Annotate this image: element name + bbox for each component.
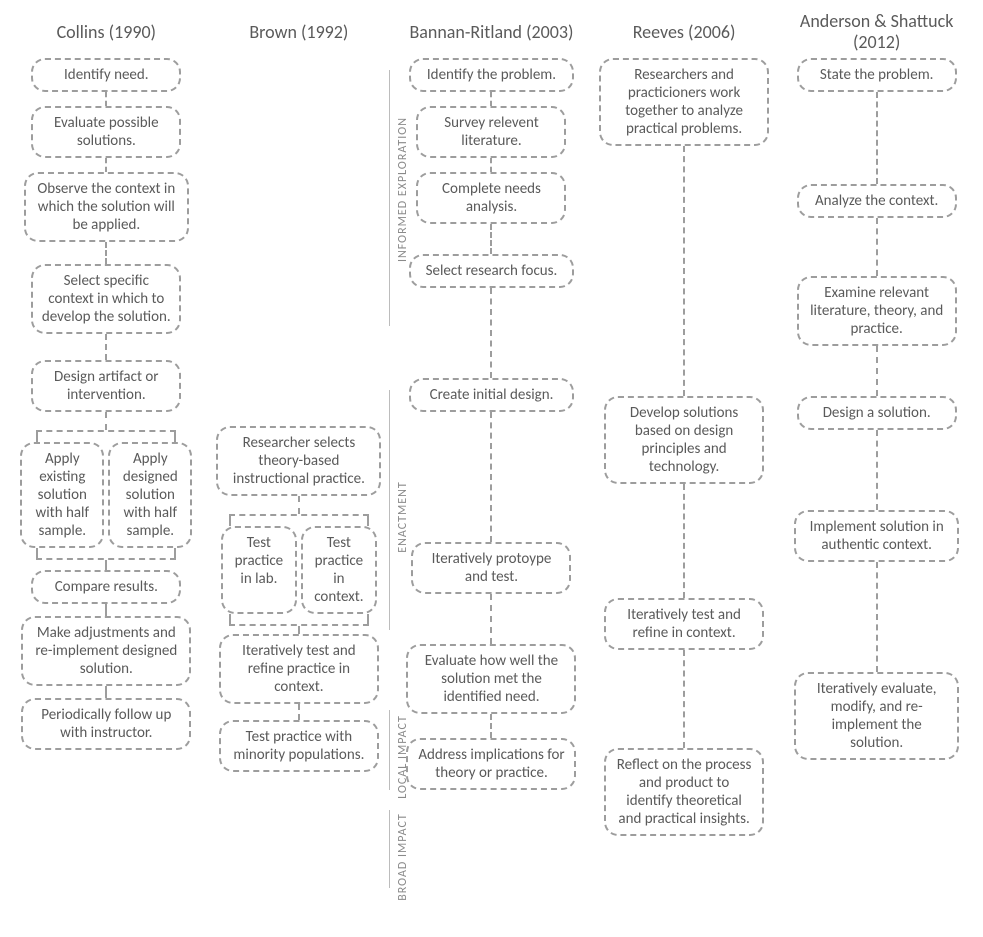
connector — [105, 158, 107, 172]
flow-node: Test practice with minority populations. — [219, 720, 379, 772]
column-header: Reeves (2006) — [633, 10, 736, 54]
diagram-root: Collins (1990) Identify need. Evaluate pos… — [10, 10, 973, 836]
connector — [490, 158, 492, 172]
connector — [105, 334, 107, 360]
phase-label: INFORMED EXPLORATION — [396, 142, 410, 262]
flow-node: Examine relevant literature, theory, and… — [797, 276, 957, 346]
column-1: Brown (1992) Researcher selects theory-ba… — [203, 10, 396, 772]
flow-node: Reflect on the process and product to id… — [604, 748, 764, 836]
flow-node: Make adjustments and re-implement design… — [21, 616, 191, 686]
connector — [105, 686, 107, 698]
column-header: Brown (1992) — [249, 10, 348, 54]
flow-node: Iteratively protoype and test. — [411, 542, 571, 594]
connector — [105, 604, 107, 616]
connector — [876, 218, 878, 276]
split-row: Apply existing solution with half sample… — [20, 442, 192, 548]
flow-node: Address implications for theory or pract… — [406, 738, 576, 790]
split-row: Test practice in lab.Test practice in co… — [221, 526, 377, 614]
connector — [490, 412, 492, 542]
column-0: Collins (1990) Identify need. Evaluate pos… — [10, 10, 203, 750]
flow-node: Observe the context in which the solutio… — [24, 172, 189, 242]
phase-label: BROAD IMPACT — [396, 797, 410, 917]
connector — [298, 704, 300, 720]
flow-node: Apply existing solution with half sample… — [20, 442, 104, 548]
connector — [683, 484, 685, 598]
flow-node: Test practice in context. — [301, 526, 377, 614]
flow-node: Complete needs analysis. — [416, 172, 566, 224]
connector — [876, 346, 878, 396]
flow-node: Survey relevent literature. — [416, 106, 566, 158]
column-header: Collins (1990) — [57, 10, 156, 54]
flow-node: Researcher selects theory-based instruct… — [216, 426, 381, 496]
phase-label: ENACTMENT — [396, 457, 410, 577]
flow-node: Iteratively evaluate, modify, and re-imp… — [794, 672, 959, 760]
flow-node: Analyze the context. — [797, 184, 957, 218]
connector — [876, 562, 878, 672]
flow-node: Create initial design. — [409, 378, 574, 412]
column-4: Anderson & Shattuck (2012) State the prob… — [780, 10, 973, 760]
connector — [683, 146, 685, 396]
connector — [683, 650, 685, 748]
flow-node: Develop solutions based on design princi… — [604, 396, 764, 484]
flow-node: Select specific context in which to deve… — [31, 264, 181, 334]
flow-node: Design artifact or intervention. — [31, 360, 181, 412]
flow-node: Select research focus. — [409, 254, 574, 288]
connector — [490, 224, 492, 254]
phase-rule — [389, 70, 390, 326]
column-header: Anderson & Shattuck (2012) — [784, 10, 969, 54]
phase-rule — [389, 390, 390, 630]
connector — [490, 92, 492, 106]
connector — [490, 288, 492, 378]
flow-node: Design a solution. — [797, 396, 957, 430]
flow-node: Test practice in lab. — [221, 526, 297, 614]
flow-node: Evaluate how well the solution met the i… — [406, 644, 576, 714]
column-3: Reeves (2006)Researchers and practicione… — [588, 10, 781, 836]
flow-node: Evaluate possible solutions. — [31, 106, 181, 158]
column-header: Bannan-Ritland (2003) — [409, 10, 573, 54]
flow-node: Implement solution in authentic context. — [794, 510, 959, 562]
flow-node: Periodically follow up with instructor. — [21, 698, 191, 750]
flow-node: Researchers and practicioners work toget… — [599, 58, 769, 146]
flow-node: Apply designed solution with half sample… — [108, 442, 192, 548]
connector — [490, 594, 492, 644]
flow-node: Identify the problem. — [409, 58, 574, 92]
flow-node: Identify need. — [31, 58, 181, 92]
flow-node: State the problem. — [797, 58, 957, 92]
connector — [105, 92, 107, 106]
connector — [876, 430, 878, 510]
column-2: Bannan-Ritland (2003) INFORMED EXPLORATIO… — [395, 10, 588, 790]
connector — [490, 714, 492, 738]
connector — [105, 242, 107, 264]
flow-node: Compare results. — [31, 570, 181, 604]
phase-rule — [389, 810, 390, 888]
flow-node: Iteratively test and refine in context. — [604, 598, 764, 650]
phase-rule — [389, 710, 390, 790]
flow-node: Iteratively test and refine practice in … — [219, 634, 379, 704]
connector — [876, 92, 878, 184]
